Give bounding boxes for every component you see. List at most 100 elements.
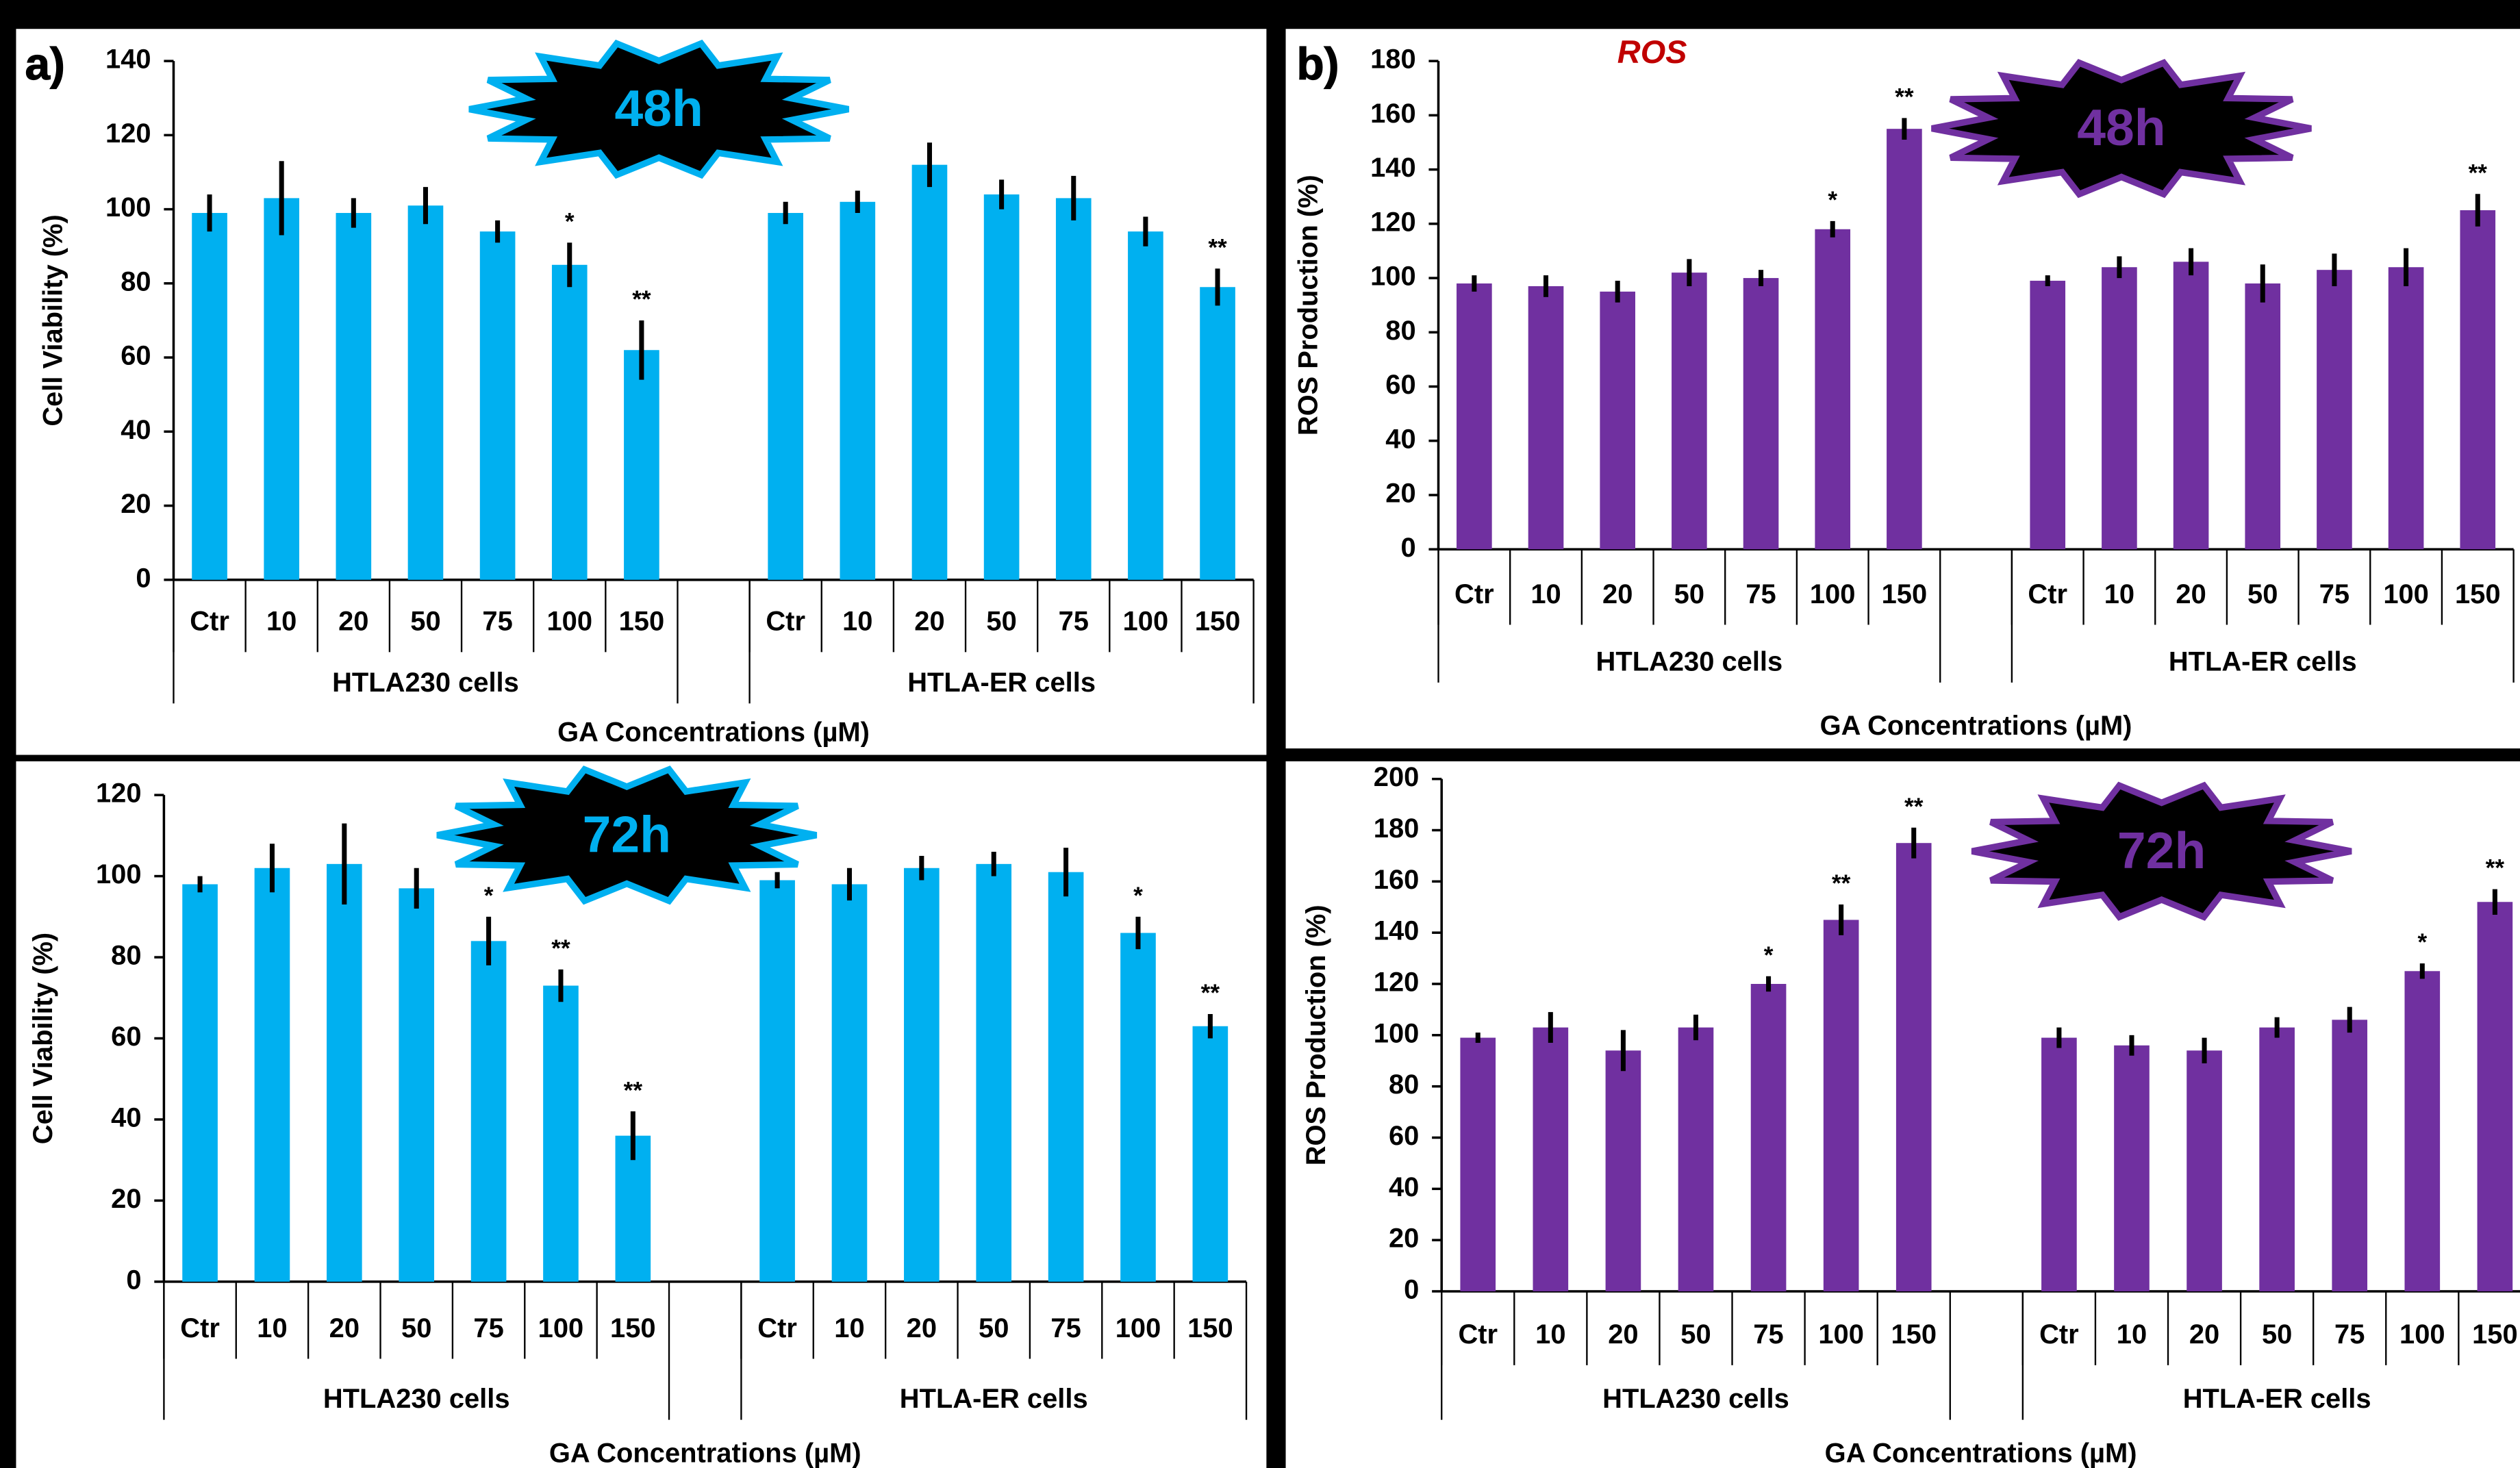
y-tick-label: 60 xyxy=(111,1022,141,1052)
bar xyxy=(1672,273,1707,549)
bar xyxy=(1887,129,1922,549)
y-tick-label: 60 xyxy=(121,341,151,371)
x-tick-label: 20 xyxy=(2189,1319,2219,1350)
x-tick-label: 100 xyxy=(2399,1319,2445,1350)
group-label: HTLA230 cells xyxy=(1602,1384,1789,1414)
group-label: HTLA-ER cells xyxy=(907,668,1096,698)
x-tick-label: 20 xyxy=(338,607,368,637)
y-tick-label: 40 xyxy=(1389,1172,1419,1202)
badge-label: 72h xyxy=(583,805,671,863)
bar xyxy=(759,881,795,1282)
bar xyxy=(2041,1038,2077,1291)
significance-label: * xyxy=(565,208,575,235)
x-tick-label: 20 xyxy=(329,1313,360,1343)
badge-label: 48h xyxy=(615,79,703,137)
bar xyxy=(2460,210,2495,549)
bar xyxy=(2174,262,2209,549)
y-tick-label: 140 xyxy=(1374,916,1420,946)
bar xyxy=(552,265,588,580)
bar xyxy=(2332,1020,2367,1291)
significance-label: * xyxy=(1764,942,1774,969)
bar xyxy=(1200,287,1235,580)
bar xyxy=(2030,281,2065,549)
bar xyxy=(336,213,372,580)
icon-text: ROS xyxy=(1617,34,1687,70)
significance-label: ** xyxy=(2486,855,2505,882)
x-tick-label: Ctr xyxy=(1458,1319,1498,1350)
y-tick-label: 120 xyxy=(1370,207,1416,237)
bar xyxy=(2478,902,2513,1291)
y-tick-label: 60 xyxy=(1385,370,1415,400)
bar xyxy=(182,884,218,1281)
badge-label: 48h xyxy=(2077,99,2165,156)
panel-label: a) xyxy=(25,39,64,89)
bar xyxy=(904,868,940,1282)
bar xyxy=(1896,843,1932,1291)
x-tick-label: 20 xyxy=(907,1313,937,1343)
bar xyxy=(192,213,227,580)
bar xyxy=(1457,283,1492,549)
y-tick-label: 140 xyxy=(105,45,151,75)
group-label: HTLA-ER cells xyxy=(900,1384,1088,1414)
y-tick-label: 120 xyxy=(105,118,151,149)
x-tick-label: 150 xyxy=(619,607,665,637)
y-tick-label: 0 xyxy=(1404,1275,1419,1305)
bar xyxy=(984,194,1020,580)
bar xyxy=(1743,278,1779,549)
x-tick-label: 50 xyxy=(410,607,440,637)
x-tick-label: 100 xyxy=(2383,579,2429,609)
x-tick-label: 100 xyxy=(1116,1313,1161,1343)
y-tick-label: 0 xyxy=(1400,533,1415,563)
y-tick-label: 40 xyxy=(1385,424,1415,454)
x-axis-title: GA Concentrations (µM) xyxy=(557,718,870,748)
bar xyxy=(2102,267,2137,549)
significance-label: ** xyxy=(624,1077,643,1104)
x-tick-label: 75 xyxy=(473,1313,503,1343)
x-tick-label: Ctr xyxy=(190,607,229,637)
significance-label: * xyxy=(1133,883,1143,909)
x-tick-label: 20 xyxy=(1608,1319,1638,1350)
significance-label: * xyxy=(2417,929,2427,956)
y-tick-label: 0 xyxy=(126,1265,141,1295)
x-tick-label: 50 xyxy=(1674,579,1704,609)
figure: 020406080100120140Ctr10205075*100**150Ct… xyxy=(0,0,2520,1468)
bar xyxy=(2317,270,2352,549)
x-tick-label: 20 xyxy=(914,607,944,637)
bar xyxy=(2245,283,2280,549)
y-tick-label: 80 xyxy=(111,941,141,971)
y-axis-title: Cell Viability (%) xyxy=(38,214,68,426)
bar xyxy=(264,198,299,579)
bar xyxy=(480,231,516,580)
x-tick-label: Ctr xyxy=(1454,579,1494,609)
bar xyxy=(1193,1026,1228,1282)
y-tick-label: 160 xyxy=(1370,99,1416,129)
bar xyxy=(912,165,948,580)
x-axis-title: GA Concentrations (µM) xyxy=(1825,1439,2137,1468)
bar xyxy=(2187,1050,2222,1291)
y-tick-label: 60 xyxy=(1389,1121,1419,1151)
y-axis-title: ROS Production (%) xyxy=(1293,175,1323,435)
y-tick-label: 100 xyxy=(96,859,142,889)
bar xyxy=(1120,933,1156,1282)
x-axis-title: GA Concentrations (µM) xyxy=(1820,711,2132,741)
x-tick-label: 75 xyxy=(1753,1319,1783,1350)
bar xyxy=(1815,229,1850,549)
x-tick-label: Ctr xyxy=(2028,579,2067,609)
x-tick-label: 100 xyxy=(1123,607,1169,637)
bar xyxy=(1533,1028,1569,1291)
x-tick-label: 10 xyxy=(1535,1319,1565,1350)
x-tick-label: 100 xyxy=(1810,579,1856,609)
y-tick-label: 100 xyxy=(1374,1018,1420,1048)
x-tick-label: Ctr xyxy=(180,1313,220,1343)
x-tick-label: 10 xyxy=(266,607,297,637)
significance-label: ** xyxy=(1208,234,1227,261)
x-tick-label: 75 xyxy=(2319,579,2349,609)
y-tick-label: 80 xyxy=(1385,316,1415,346)
x-tick-label: 75 xyxy=(2334,1319,2365,1350)
y-tick-label: 160 xyxy=(1374,865,1420,895)
significance-label: ** xyxy=(1201,980,1220,1007)
bar xyxy=(1460,1038,1496,1291)
x-tick-label: Ctr xyxy=(766,607,805,637)
x-tick-label: 150 xyxy=(1187,1313,1233,1343)
bar xyxy=(2389,267,2424,549)
